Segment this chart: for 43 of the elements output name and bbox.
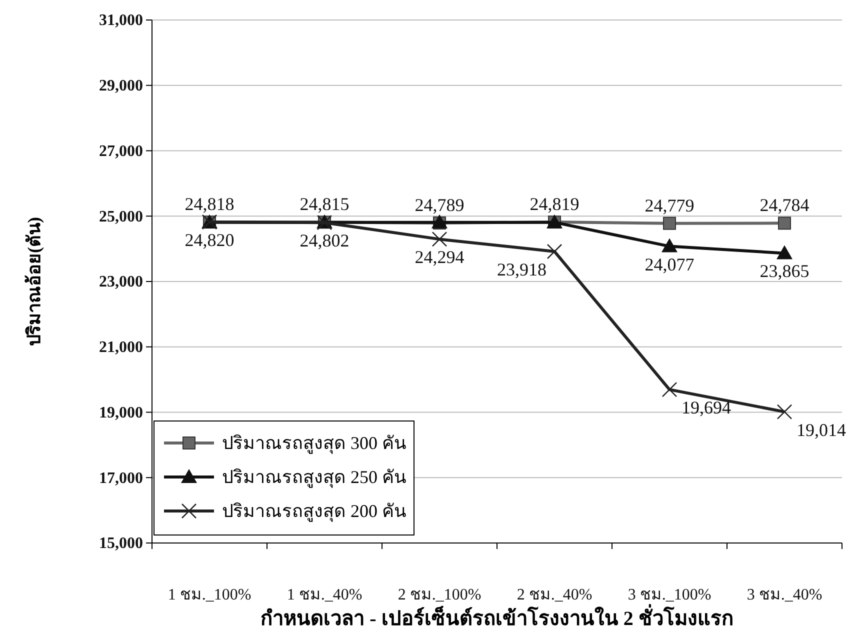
data-label: 19,014: [796, 420, 846, 440]
x-axis-title: กำหนดเวลา - เปอร์เซ็นต์รถเข้าโรงงานใน 2 ชั่วโมงแรก: [260, 603, 734, 630]
x-tick-label: 1 ชม._40%: [286, 586, 362, 604]
y-tick-label: 31,000: [99, 12, 143, 30]
y-tick-label: 25,000: [99, 208, 143, 226]
point: [776, 404, 792, 420]
x-tick-label: 3 ชม._40%: [746, 586, 822, 604]
data-label: 24,820: [184, 230, 234, 250]
data-label: 24,294: [414, 247, 464, 268]
point: [663, 216, 676, 230]
y-tick-label: 23,000: [99, 274, 143, 291]
point: [776, 245, 792, 260]
y-tick-label: 29,000: [99, 77, 143, 94]
y-tick-label: 27,000: [99, 142, 143, 160]
y-tick-label: 19,000: [99, 404, 143, 422]
y-tick-label: 21,000: [99, 338, 143, 356]
y-tick-label: 17,000: [99, 470, 143, 487]
point: [432, 214, 448, 228]
legend-label: ปริมาณรถสูงสุด 200 คัน: [222, 501, 406, 522]
point: [662, 382, 678, 398]
x-tick-label: 1 ชม._100%: [168, 586, 252, 604]
data-label: 24,779: [644, 195, 694, 216]
data-label: 24,815: [300, 194, 350, 214]
point: [662, 238, 678, 252]
y-tick-label: 15,000: [99, 535, 143, 552]
data-label: 19,694: [682, 398, 731, 418]
x-tick-label: 2 ชม._100%: [398, 586, 482, 604]
data-label: 24,818: [184, 194, 234, 214]
data-label: 24,819: [530, 194, 580, 214]
point: [546, 244, 562, 260]
x-tick-label: 3 ชม._100%: [628, 586, 712, 604]
point: [432, 232, 448, 247]
legend-label: ปริมาณรถสูงสุด 250 คัน: [222, 467, 406, 488]
data-label: 24,784: [760, 195, 810, 216]
data-label: 24,802: [300, 230, 350, 251]
data-label: 24,077: [644, 254, 694, 274]
data-label: 24,789: [414, 195, 464, 216]
legend-label: ปริมาณรถสูงสุด 300 คัน: [222, 433, 406, 454]
data-label: 23,865: [760, 261, 810, 282]
point: [778, 216, 791, 230]
x-tick-label: 2 ชม._40%: [516, 586, 592, 604]
data-label: 23,918: [497, 259, 546, 280]
y-axis-title: ปริมาณอ้อย(ตัน): [24, 217, 44, 346]
